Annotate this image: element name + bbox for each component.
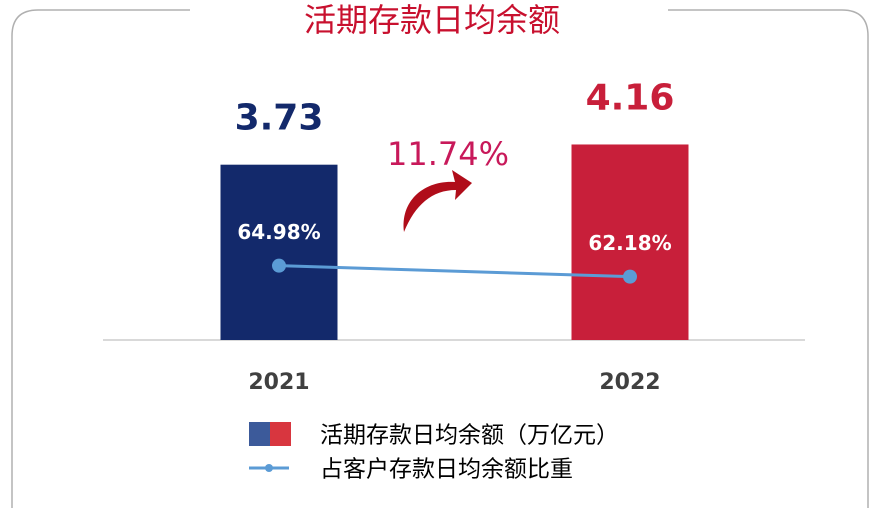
line-value-label: 62.18% xyxy=(588,231,671,255)
line xyxy=(278,264,631,279)
bar-value-label: 4.16 xyxy=(586,77,675,118)
frame xyxy=(11,9,869,508)
line-value-label: 64.98% xyxy=(237,220,320,244)
legend-swatch xyxy=(249,422,270,446)
growth-annotation: 11.74% xyxy=(387,135,509,173)
bar-value-label: 3.73 xyxy=(235,98,324,139)
legend-swatch xyxy=(270,422,291,446)
legend: 活期存款日均余额（万亿元） 占客户存款日均余额比重 xyxy=(249,422,619,483)
line-point xyxy=(272,258,286,273)
legend-label: 占客户存款日均余额比重 xyxy=(320,457,573,483)
x-tick-label: 2022 xyxy=(599,370,660,395)
legend-label: 活期存款日均余额（万亿元） xyxy=(320,423,619,449)
line-point xyxy=(623,269,637,284)
bar xyxy=(571,144,689,340)
bar xyxy=(220,164,338,340)
x-tick-label: 2021 xyxy=(248,370,309,395)
legend-dot xyxy=(265,464,273,472)
growth-arrow xyxy=(403,170,472,232)
chart-title: 活期存款日均余额 xyxy=(304,1,560,39)
